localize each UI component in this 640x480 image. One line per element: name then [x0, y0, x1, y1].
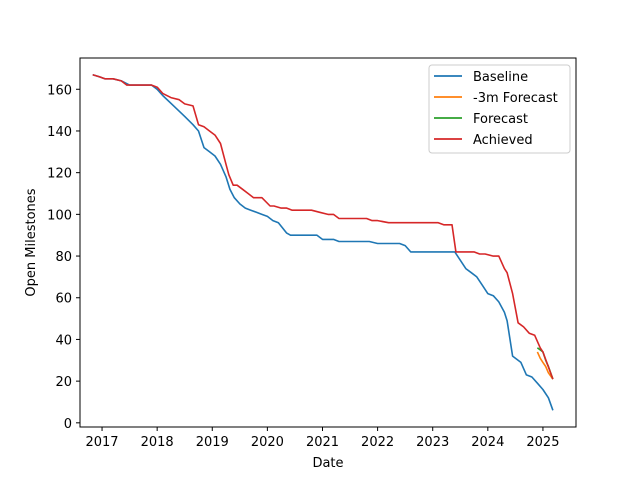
x-tick-label: 2025: [526, 435, 559, 450]
y-tick-label: 80: [55, 250, 72, 265]
y-tick-label: 160: [47, 83, 72, 98]
series-line-baseline: [92, 73, 554, 411]
series-layer: [92, 73, 554, 411]
legend-label: Achieved: [473, 133, 533, 148]
x-tick-label: 2019: [196, 435, 229, 450]
x-axis: 2017 2018 2019 2020 2021 2022 2023 2024 2025: [85, 427, 559, 450]
x-tick-label: 2024: [471, 435, 504, 450]
series-line-3m-forecast: [536, 351, 554, 380]
x-tick-label: 2018: [141, 435, 174, 450]
y-tick-label: 20: [55, 375, 72, 390]
x-axis-label: Date: [312, 456, 343, 471]
y-tick-label: 0: [64, 417, 72, 432]
y-axis: 0 20 40 60 80 100 120 140 160: [47, 83, 80, 432]
legend-label: Forecast: [473, 112, 528, 127]
legend-label: -3m Forecast: [473, 91, 558, 106]
x-tick-label: 2022: [361, 435, 394, 450]
y-tick-label: 140: [47, 125, 72, 140]
series-line-achieved: [92, 73, 554, 380]
legend-box: [428, 64, 571, 154]
x-tick-label: 2021: [306, 435, 339, 450]
y-axis-label: Open Milestones: [24, 188, 39, 296]
legend: Baseline -3m Forecast Forecast Achieved: [428, 64, 571, 154]
x-tick-label: 2017: [85, 435, 118, 450]
x-tick-label: 2023: [416, 435, 449, 450]
legend-label: Baseline: [473, 70, 528, 85]
y-tick-label: 100: [47, 208, 72, 223]
y-tick-label: 40: [55, 333, 72, 348]
y-tick-label: 120: [47, 167, 72, 182]
plot-frame: [79, 57, 577, 428]
x-tick-label: 2020: [251, 435, 284, 450]
y-tick-label: 60: [55, 292, 72, 307]
